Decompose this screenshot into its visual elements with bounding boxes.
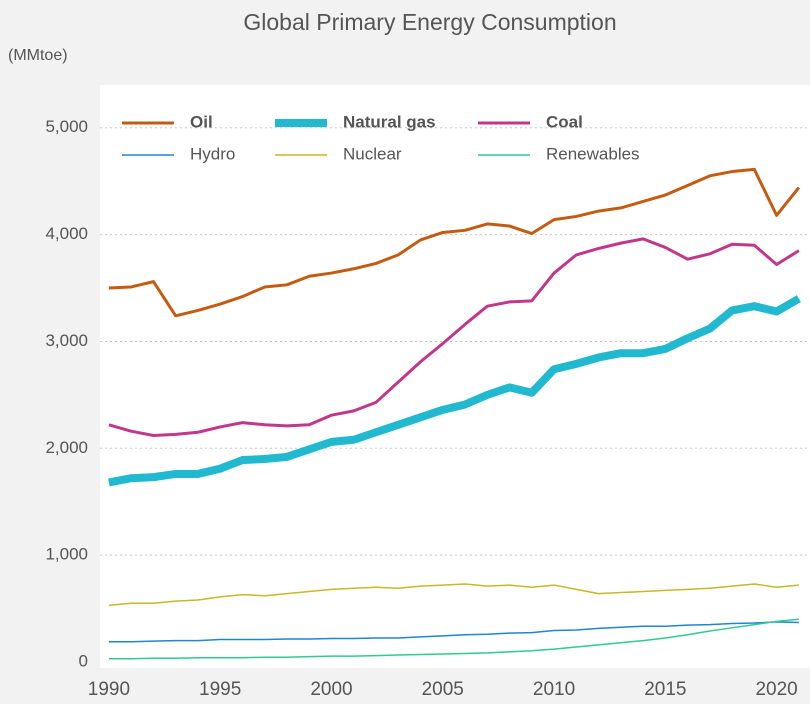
- legend-label: Coal: [546, 112, 583, 131]
- y-tick-label: 4,000: [45, 224, 88, 243]
- x-tick-label: 2005: [422, 679, 464, 700]
- legend-label: Renewables: [546, 144, 640, 163]
- y-tick-label: 5,000: [45, 117, 88, 136]
- y-tick-label: 2,000: [45, 438, 88, 457]
- legend-label: Natural gas: [343, 112, 436, 131]
- series-line: [108, 618, 799, 660]
- y-tick-label: 1,000: [45, 545, 88, 564]
- x-tick-label: 2015: [644, 679, 686, 700]
- x-tick-label: 1990: [88, 679, 130, 700]
- legend-label: Nuclear: [343, 144, 402, 163]
- plot-area: [100, 85, 810, 668]
- series-line: [108, 583, 799, 607]
- legend-label: Oil: [190, 112, 213, 131]
- x-tick-label: 2000: [310, 679, 352, 700]
- series-line: [108, 237, 800, 437]
- x-tick-label: 2010: [533, 679, 575, 700]
- x-tick-label: 1995: [199, 679, 241, 700]
- y-tick-label: 3,000: [45, 331, 88, 350]
- chart-title: Global Primary Energy Consumption: [243, 9, 616, 35]
- legend-label: Hydro: [190, 144, 235, 163]
- series-line: [108, 167, 801, 318]
- x-tick-label: 2020: [755, 679, 797, 700]
- y-axis-label: (MMtoe): [8, 47, 68, 64]
- series-line: [108, 621, 799, 643]
- y-tick-label: 0: [79, 651, 88, 670]
- series-line: [108, 295, 801, 487]
